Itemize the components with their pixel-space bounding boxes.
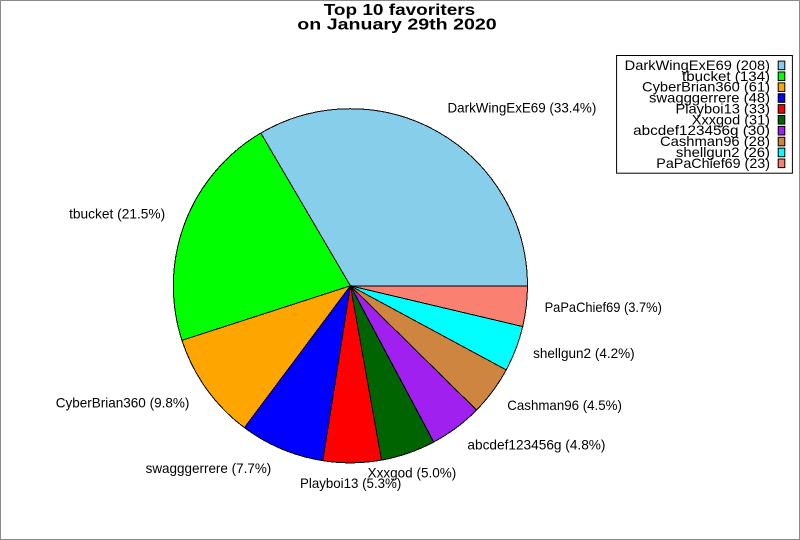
svg-text:Playboi13 (33): Playboi13 (33) xyxy=(676,100,771,116)
svg-text:tbucket (134): tbucket (134) xyxy=(682,68,770,84)
svg-text:Cashman96 (4.5%): Cashman96 (4.5%) xyxy=(507,397,622,413)
svg-text:shellgun2 (4.2%): shellgun2 (4.2%) xyxy=(533,345,635,361)
svg-text:shellgun2 (26): shellgun2 (26) xyxy=(676,144,770,160)
svg-text:Cashman96 (28): Cashman96 (28) xyxy=(660,133,770,149)
svg-text:DarkWingExE69 (33.4%): DarkWingExE69 (33.4%) xyxy=(448,100,597,116)
svg-text:tbucket (21.5%): tbucket (21.5%) xyxy=(69,205,165,221)
svg-text:swagggerrere (7.7%): swagggerrere (7.7%) xyxy=(146,460,272,476)
svg-text:DarkWingExE69 (208): DarkWingExE69 (208) xyxy=(625,57,770,73)
svg-text:abcdef123456g (30): abcdef123456g (30) xyxy=(633,122,770,138)
svg-text:Xxxgod (31): Xxxgod (31) xyxy=(692,111,770,127)
svg-text:Playboi13 (5.3%): Playboi13 (5.3%) xyxy=(300,475,401,491)
svg-text:CyberBrian360 (61): CyberBrian360 (61) xyxy=(642,79,770,95)
svg-text:abcdef123456g (4.8%): abcdef123456g (4.8%) xyxy=(467,437,605,453)
svg-text:Top 10 favoriters: Top 10 favoriters xyxy=(324,2,476,19)
svg-text:CyberBrian360 (9.8%): CyberBrian360 (9.8%) xyxy=(56,395,190,411)
svg-text:Xxxgod (5.0%): Xxxgod (5.0%) xyxy=(368,464,457,480)
svg-text:PaPaChief69 (3.7%): PaPaChief69 (3.7%) xyxy=(545,299,662,315)
svg-text:on January 29th 2020: on January 29th 2020 xyxy=(297,17,496,34)
svg-text:PaPaChief69 (23): PaPaChief69 (23) xyxy=(656,155,770,171)
svg-text:swagggerrere (48): swagggerrere (48) xyxy=(649,90,770,106)
